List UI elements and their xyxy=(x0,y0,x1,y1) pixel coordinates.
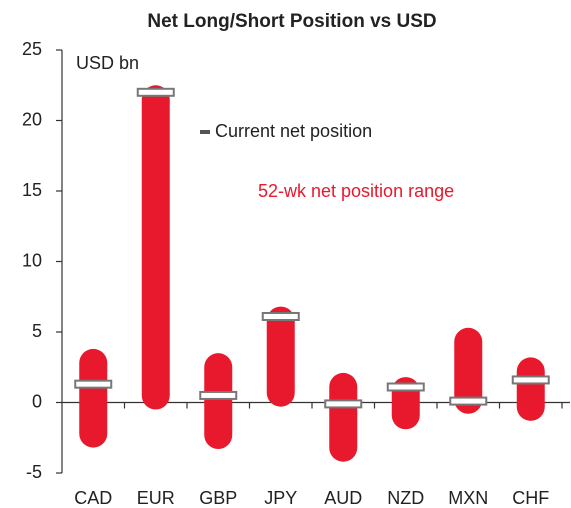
range-bar xyxy=(329,372,358,462)
current-marker xyxy=(511,375,550,385)
current-marker xyxy=(74,379,113,389)
range-bar xyxy=(204,353,233,450)
range-bar xyxy=(516,357,545,421)
legend-marker xyxy=(200,130,210,134)
y-tick-label: 20 xyxy=(22,109,42,129)
current-marker xyxy=(199,390,238,400)
x-tick-label: AUD xyxy=(324,488,362,508)
current-marker xyxy=(261,311,300,321)
x-tick-label: JPY xyxy=(264,488,297,508)
x-tick-label: MXN xyxy=(448,488,488,508)
range-bar xyxy=(266,306,295,407)
range-bar xyxy=(454,327,483,414)
y-tick-label: -5 xyxy=(26,462,42,482)
legend-label: Current net position xyxy=(215,121,372,141)
y-tick-label: 25 xyxy=(22,39,42,59)
y-tick-label: 0 xyxy=(32,391,42,411)
y-axis-label: USD bn xyxy=(76,53,139,73)
current-marker xyxy=(136,87,175,97)
x-tick-label: CAD xyxy=(74,488,112,508)
x-tick-label: GBP xyxy=(199,488,237,508)
x-tick-label: NZD xyxy=(387,488,424,508)
y-tick-label: 10 xyxy=(22,250,42,270)
legend-label: 52-wk net position range xyxy=(258,181,454,201)
x-tick-label: EUR xyxy=(137,488,175,508)
y-tick-label: 15 xyxy=(22,180,42,200)
x-tick-label: CHF xyxy=(512,488,549,508)
current-marker xyxy=(324,399,363,409)
current-marker xyxy=(386,382,425,392)
y-tick-label: 5 xyxy=(32,321,42,341)
current-marker xyxy=(449,396,488,406)
chart-title: Net Long/Short Position vs USD xyxy=(147,11,436,32)
range-bar xyxy=(141,85,170,410)
range-bar xyxy=(79,348,108,448)
